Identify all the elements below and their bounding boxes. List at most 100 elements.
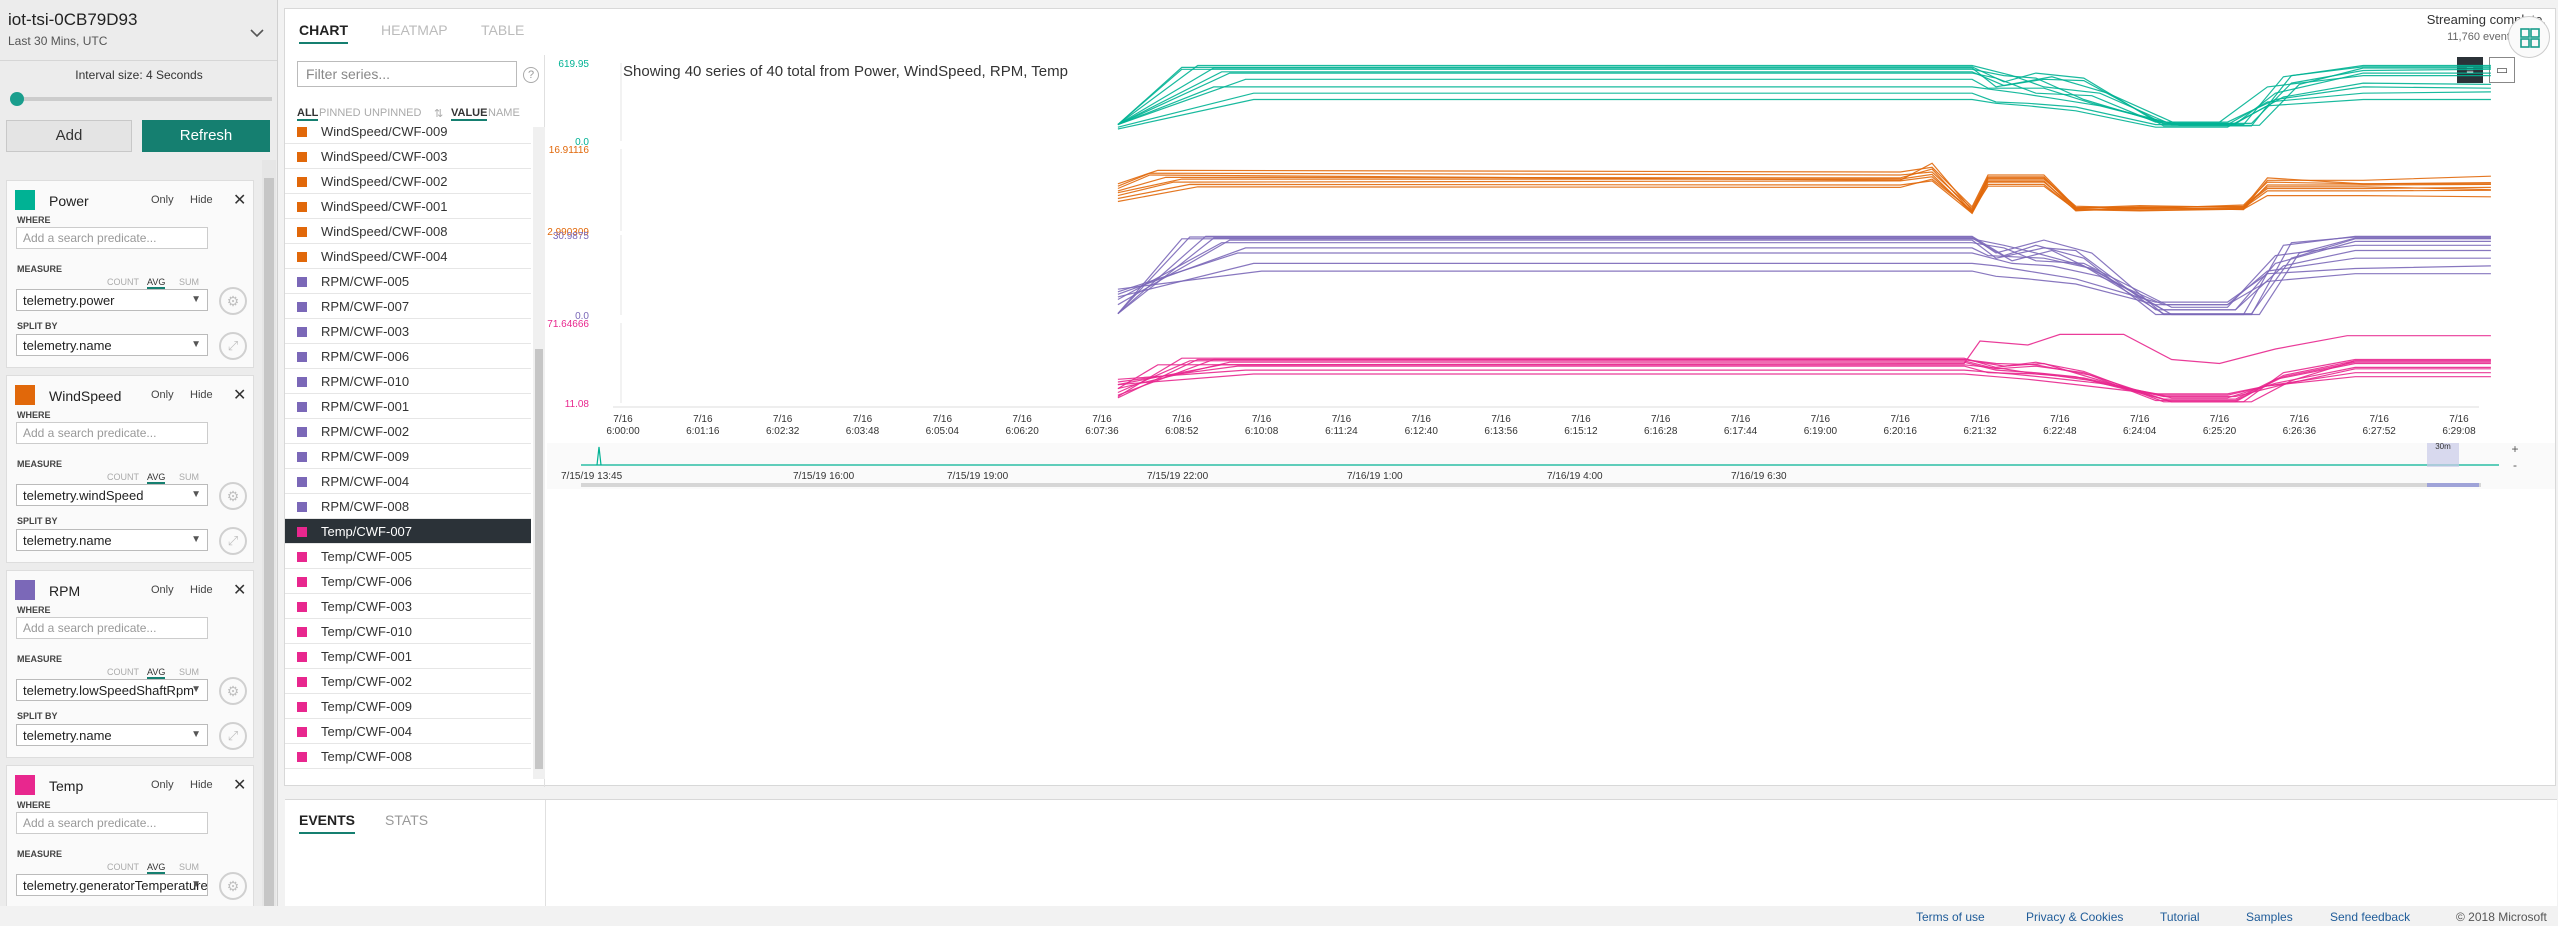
add-term-button[interactable]: Add	[6, 120, 132, 152]
gear-icon[interactable]: ⚙	[219, 872, 247, 900]
series-line-power-7[interactable]	[1117, 78, 2491, 126]
split-by-dropdown[interactable]: telemetry.name ▼	[16, 529, 208, 551]
term-color-swatch[interactable]	[15, 580, 35, 600]
sort-by-name[interactable]: NAME	[488, 107, 520, 119]
split-icon[interactable]: ⤢	[219, 722, 247, 750]
gear-icon[interactable]: ⚙	[219, 482, 247, 510]
series-line-windspeed-3[interactable]	[1117, 171, 2491, 210]
series-item[interactable]: RPM/CWF-002	[285, 419, 531, 444]
term-name[interactable]: Power	[49, 193, 89, 209]
series-line-temp-5[interactable]	[1117, 360, 2491, 402]
agg-count[interactable]: COUNT	[107, 472, 139, 482]
samples-link[interactable]: Samples	[2246, 910, 2293, 924]
series-line-windspeed-6[interactable]	[1117, 176, 2491, 213]
tab-stats[interactable]: STATS	[385, 812, 429, 828]
line-chart[interactable]: 7/166:00:007/166:01:167/166:02:327/166:0…	[547, 9, 2555, 785]
brush-thumb[interactable]	[2427, 483, 2479, 487]
series-item[interactable]: RPM/CWF-001	[285, 394, 531, 419]
series-line-temp-9[interactable]	[1117, 369, 2491, 396]
split-by-dropdown[interactable]: telemetry.name ▼	[16, 724, 208, 746]
hide-button[interactable]: Hide	[190, 584, 213, 596]
only-button[interactable]: Only	[151, 779, 174, 791]
series-item[interactable]: WindSpeed/CWF-004	[285, 244, 531, 269]
agg-sum[interactable]: SUM	[179, 667, 199, 677]
zoom-in-button[interactable]: +	[2511, 442, 2518, 456]
series-item[interactable]: RPM/CWF-010	[285, 369, 531, 394]
help-icon[interactable]: ?	[523, 67, 539, 83]
environment-picker[interactable]: iot-tsi-0CB79D93 Last 30 Mins, UTC	[8, 10, 268, 54]
series-item[interactable]: Temp/CWF-006	[285, 569, 531, 594]
close-icon[interactable]: ✕	[233, 582, 247, 599]
series-item[interactable]: Temp/CWF-003	[285, 594, 531, 619]
term-color-swatch[interactable]	[15, 775, 35, 795]
close-icon[interactable]: ✕	[233, 192, 247, 209]
series-item[interactable]: Temp/CWF-002	[285, 669, 531, 694]
series-line-power-1[interactable]	[1117, 64, 2491, 126]
term-name[interactable]: RPM	[49, 583, 81, 599]
series-line-power-6[interactable]	[1117, 72, 2491, 126]
agg-sum[interactable]: SUM	[179, 472, 199, 482]
split-icon[interactable]: ⤢	[219, 332, 247, 360]
series-line-windspeed-5[interactable]	[1117, 166, 2491, 210]
series-item[interactable]: RPM/CWF-008	[285, 494, 531, 519]
split-by-dropdown[interactable]: telemetry.name ▼	[16, 334, 208, 356]
gear-icon[interactable]: ⚙	[219, 677, 247, 705]
series-item[interactable]: Temp/CWF-009	[285, 694, 531, 719]
series-item[interactable]: WindSpeed/CWF-008	[285, 219, 531, 244]
comment-icon[interactable]: ▭	[2489, 57, 2515, 83]
series-line-power-4[interactable]	[1117, 68, 2491, 126]
slider-handle[interactable]	[10, 92, 24, 106]
term-color-swatch[interactable]	[15, 190, 35, 210]
agg-sum[interactable]: SUM	[179, 277, 199, 287]
series-line-windspeed-4[interactable]	[1117, 173, 2491, 215]
series-line-temp-7[interactable]	[1117, 364, 2491, 399]
filter-unpinned[interactable]: UNPINNED	[364, 107, 422, 119]
series-item[interactable]: Temp/CWF-010	[285, 619, 531, 644]
agg-count[interactable]: COUNT	[107, 667, 139, 677]
series-item[interactable]: RPM/CWF-009	[285, 444, 531, 469]
series-line-temp-10[interactable]	[1117, 373, 2491, 395]
series-line-rpm-7[interactable]	[1117, 247, 2491, 311]
measure-dropdown[interactable]: telemetry.generatorTemperature ▼	[16, 874, 208, 896]
series-item[interactable]: WindSpeed/CWF-002	[285, 169, 531, 194]
series-line-rpm-3[interactable]	[1117, 237, 2491, 316]
series-line-power-10[interactable]	[1117, 98, 2491, 130]
interval-slider[interactable]	[10, 92, 272, 106]
hide-button[interactable]: Hide	[190, 194, 213, 206]
where-predicate-input[interactable]: Add a search predicate...	[16, 812, 208, 834]
series-line-power-5[interactable]	[1117, 71, 2491, 126]
where-predicate-input[interactable]: Add a search predicate...	[16, 617, 208, 639]
series-line-rpm-6[interactable]	[1117, 242, 2491, 308]
sort-by-value[interactable]: VALUE	[451, 107, 488, 121]
terms-link[interactable]: Terms of use	[1916, 910, 1985, 924]
series-line-power-2[interactable]	[1117, 66, 2491, 127]
only-button[interactable]: Only	[151, 389, 174, 401]
series-line-rpm-2[interactable]	[1117, 236, 2491, 316]
term-color-swatch[interactable]	[15, 385, 35, 405]
tab-events[interactable]: EVENTS	[299, 812, 356, 834]
brush-window[interactable]	[2427, 443, 2459, 467]
agg-count[interactable]: COUNT	[107, 862, 139, 872]
privacy-link[interactable]: Privacy & Cookies	[2026, 910, 2124, 924]
close-icon[interactable]: ✕	[233, 777, 247, 794]
series-line-windspeed-8[interactable]	[1117, 178, 2491, 212]
series-item[interactable]: WindSpeed/CWF-001	[285, 194, 531, 219]
series-line-rpm-9[interactable]	[1117, 262, 2491, 303]
chevron-down-icon[interactable]	[246, 22, 268, 44]
series-item[interactable]: Temp/CWF-008	[285, 744, 531, 769]
measure-dropdown[interactable]: telemetry.power ▼	[16, 289, 208, 311]
agg-avg[interactable]: AVG	[147, 277, 166, 289]
only-button[interactable]: Only	[151, 584, 174, 596]
series-line-rpm-4[interactable]	[1117, 238, 2491, 315]
scrollbar-thumb[interactable]	[535, 349, 543, 769]
series-line-power-8[interactable]	[1117, 86, 2491, 126]
sort-icon[interactable]: ⇅	[434, 108, 444, 120]
filter-pinned[interactable]: PINNED	[319, 107, 361, 119]
apps-grid-button[interactable]	[2508, 16, 2550, 58]
feedback-link[interactable]: Send feedback	[2330, 910, 2411, 924]
series-item[interactable]: RPM/CWF-006	[285, 344, 531, 369]
series-line-power-9[interactable]	[1117, 91, 2491, 128]
series-line-rpm-8[interactable]	[1117, 252, 2491, 306]
measure-dropdown[interactable]: telemetry.windSpeed ▼	[16, 484, 208, 506]
series-line-temp-1[interactable]	[1117, 333, 2491, 390]
